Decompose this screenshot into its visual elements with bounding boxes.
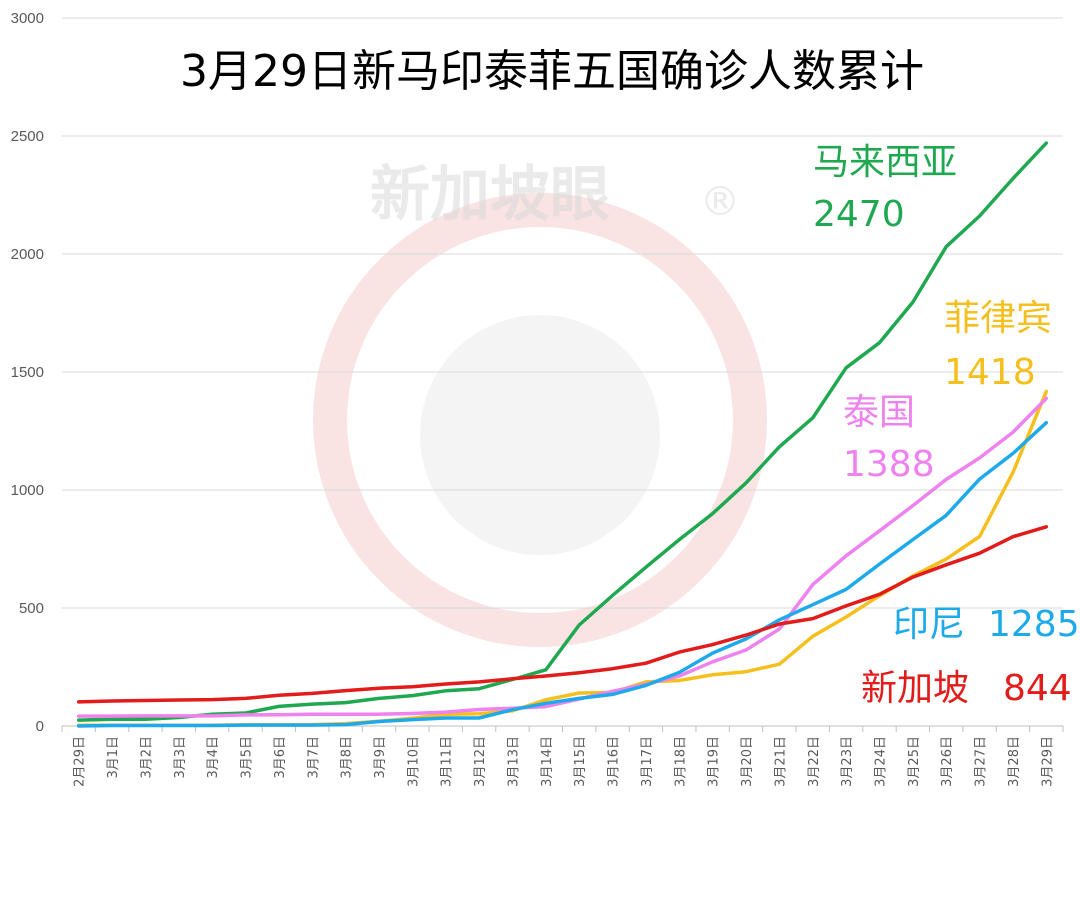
chart-title: 3月29日新马印泰菲五国确诊人数累计	[180, 46, 924, 97]
x-tick-label: 3月12日	[473, 736, 488, 787]
annotation-value-thailand: 1388	[843, 444, 935, 485]
series-lines	[76, 141, 1049, 728]
x-tick-label: 3月19日	[707, 736, 722, 787]
y-tick-label: 2000	[11, 246, 44, 263]
watermark-symbol: ®	[700, 179, 740, 225]
x-tick-label: 3月10日	[406, 736, 421, 787]
x-tick-label: 3月11日	[440, 736, 455, 787]
x-tick-label: 3月24日	[873, 736, 888, 787]
x-tick-label: 3月15日	[573, 736, 588, 787]
annotation-name-singapore: 新加坡	[861, 668, 969, 709]
x-tick-label: 3月1日	[106, 736, 121, 779]
y-tick-label: 500	[19, 600, 44, 617]
y-axis: 0 500 1000 1500 2000 2500 3000	[11, 10, 44, 735]
x-tick-label: 3月17日	[640, 736, 655, 787]
annotation-value-indonesia: 1285	[988, 604, 1080, 645]
annotation-name-indonesia: 印尼	[893, 604, 965, 645]
x-tick-label: 3月14日	[540, 736, 555, 787]
annotation-name-thailand: 泰国	[843, 392, 915, 433]
watermark: 新加坡眼 ®	[313, 160, 767, 647]
x-axis: 2月29日 3月1日 3月2日 3月3日 3月4日 3月5日 3月6日 3月7日 3月8日 3月9…	[61, 726, 1064, 787]
x-tick-label: 3月21日	[773, 736, 788, 787]
y-tick-label: 3000	[11, 10, 44, 27]
annotation-name-philippines: 菲律宾	[944, 298, 1052, 339]
x-tick-label: 3月20日	[740, 736, 755, 787]
x-tick-label: 3月29日	[1040, 736, 1055, 787]
x-tick-label: 3月9日	[373, 736, 388, 779]
x-tick-label: 3月6日	[273, 736, 288, 779]
x-tick-label: 3月5日	[240, 736, 255, 779]
x-tick-label: 3月13日	[506, 736, 521, 787]
x-tick-label: 3月27日	[974, 736, 989, 787]
x-tick-label: 3月23日	[840, 736, 855, 787]
x-tick-label: 3月25日	[907, 736, 922, 787]
x-tick-label: 3月4日	[206, 736, 221, 779]
x-tick-label: 3月7日	[306, 736, 321, 779]
annotation-name-malaysia: 马来西亚	[813, 142, 957, 183]
series-line-3	[76, 420, 1049, 728]
x-tick-label: 3月28日	[1007, 736, 1022, 787]
watermark-inner	[420, 315, 660, 555]
y-tick-label: 1500	[11, 364, 44, 381]
x-tick-label: 3月3日	[173, 736, 188, 779]
annotation-value-philippines: 1418	[944, 352, 1036, 393]
annotation-value-singapore: 844	[1003, 668, 1072, 709]
x-tick-label: 3月2日	[139, 736, 154, 779]
x-tick-label: 3月8日	[340, 736, 355, 779]
series-annotations: 马来西亚 2470 菲律宾 1418 泰国 1388 印尼 1285 新加坡 8…	[813, 142, 1080, 709]
x-tick-label: 3月22日	[807, 736, 822, 787]
y-tick-label: 1000	[11, 482, 44, 499]
series-line-2	[76, 396, 1049, 718]
watermark-ring	[313, 193, 767, 647]
watermark-text: 新加坡眼	[370, 160, 610, 230]
series-line-4	[76, 525, 1049, 704]
x-tick-label: 2月29日	[73, 736, 88, 787]
x-tick-label: 3月26日	[940, 736, 955, 787]
x-tick-label: 3月16日	[607, 736, 622, 787]
x-tick-label: 3月18日	[673, 736, 688, 787]
series-line-0	[76, 141, 1049, 722]
y-tick-label: 2500	[11, 128, 44, 145]
annotation-value-malaysia: 2470	[813, 194, 905, 235]
y-tick-label: 0	[36, 718, 44, 735]
